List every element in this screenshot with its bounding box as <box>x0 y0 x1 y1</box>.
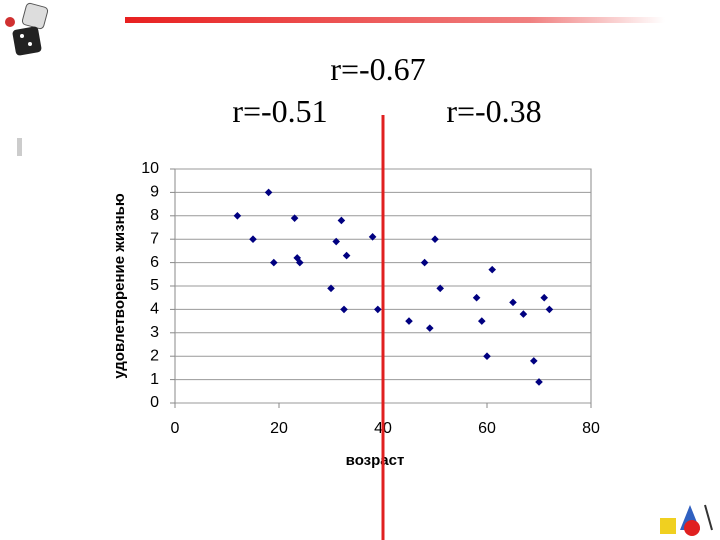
point <box>337 216 346 225</box>
point <box>233 212 242 220</box>
side-mark <box>17 138 22 156</box>
point <box>290 214 299 222</box>
point <box>264 188 273 197</box>
point <box>296 258 304 267</box>
y-tick-label: 3 <box>150 324 159 341</box>
point <box>332 237 340 246</box>
y-axis-label: удовлетворение жизнью <box>111 193 128 379</box>
x-tick-label: 20 <box>270 420 288 437</box>
correlation-label: r=-0.38 <box>446 93 541 129</box>
point <box>374 305 382 314</box>
point <box>540 293 548 302</box>
point <box>270 258 278 267</box>
y-tick-label: 5 <box>150 277 159 294</box>
point <box>472 293 481 302</box>
point <box>342 251 351 260</box>
y-tick-label: 7 <box>150 230 159 247</box>
header-bar <box>125 17 665 23</box>
y-tick-label: 9 <box>150 184 159 201</box>
point <box>509 298 517 307</box>
y-tick-label: 8 <box>150 207 159 224</box>
point <box>483 352 491 360</box>
y-tick-label: 6 <box>150 254 159 271</box>
x-tick-label: 0 <box>171 420 180 437</box>
y-tick-label: 10 <box>141 160 159 177</box>
point <box>530 357 538 365</box>
point <box>436 284 444 293</box>
correlation-label: r=-0.67 <box>330 51 425 87</box>
correlation-label: r=-0.51 <box>232 93 327 129</box>
point <box>420 258 429 267</box>
geometry-icon <box>660 504 713 536</box>
y-tick-label: 0 <box>150 394 159 411</box>
y-tick-label: 4 <box>150 301 159 318</box>
dice-icon <box>5 2 49 56</box>
point <box>405 317 413 325</box>
point <box>519 310 528 318</box>
point <box>545 305 554 314</box>
x-tick-label: 60 <box>478 420 496 437</box>
x-tick-label: 80 <box>582 420 600 437</box>
point <box>340 305 348 314</box>
point <box>426 324 434 332</box>
point <box>368 233 377 241</box>
point <box>431 235 439 243</box>
point <box>535 378 543 386</box>
x-axis-label: возраст <box>346 452 405 469</box>
point <box>488 265 496 274</box>
point <box>478 317 486 325</box>
y-tick-label: 1 <box>150 371 159 388</box>
point <box>327 284 335 293</box>
point <box>249 235 257 243</box>
y-tick-label: 2 <box>150 347 159 364</box>
